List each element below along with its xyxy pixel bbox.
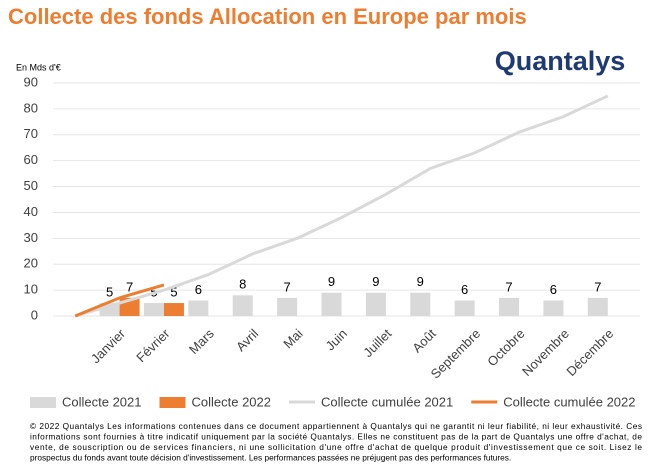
bar [587, 297, 608, 316]
x-tick-label: Avril [233, 326, 261, 354]
y-tick-label: 50 [24, 178, 38, 193]
y-tick-label: 10 [24, 282, 38, 297]
bar [365, 292, 386, 316]
y-tick-label: 80 [24, 100, 38, 115]
value-label: 9 [328, 274, 335, 289]
bar [499, 297, 520, 316]
footnote: vente, de souscription ou de services fi… [30, 442, 642, 452]
y-tick-label: 30 [24, 230, 38, 245]
bar [410, 292, 431, 316]
x-tick-label: Février [133, 325, 173, 365]
value-label: 6 [195, 282, 202, 297]
footnote: © 2022 Quantalys Les informations conten… [30, 421, 642, 431]
x-tick-label: Juin [323, 326, 350, 353]
bar [277, 297, 298, 316]
bar [163, 303, 184, 316]
legend-item: Collecte 2022 [159, 394, 272, 409]
value-label: 5 [106, 284, 113, 299]
x-tick-label: Août [409, 326, 439, 356]
value-label: 7 [126, 279, 133, 294]
bar [321, 292, 342, 316]
bar [232, 295, 253, 316]
chart-title: Collecte des fonds Allocation en Europe … [8, 4, 527, 29]
x-tick-label: Octobre [484, 326, 527, 369]
legend-label: Collecte cumulée 2022 [503, 394, 635, 409]
value-label: 5 [170, 284, 177, 299]
y-tick-label: 0 [31, 307, 38, 322]
line [74, 283, 165, 318]
bar [143, 303, 164, 316]
value-label: 6 [550, 282, 557, 297]
logo: Quantalys [495, 46, 626, 76]
bar [188, 300, 209, 316]
line [74, 94, 609, 318]
y-tick-label: 70 [24, 126, 38, 141]
legend-swatch [159, 397, 186, 408]
bar [543, 300, 564, 316]
value-label: 6 [461, 282, 468, 297]
value-label: 8 [239, 277, 246, 292]
value-label: 7 [505, 279, 512, 294]
x-tick-label: Novembre [519, 326, 572, 379]
y-tick-label: 40 [24, 204, 38, 219]
legend-item: Collecte cumulée 2022 [471, 394, 636, 409]
value-label: 7 [594, 279, 601, 294]
value-label: 9 [372, 274, 379, 289]
x-tick-label: Juillet [360, 326, 394, 360]
value-label: 9 [417, 274, 424, 289]
x-tick-label: Janvier [88, 325, 129, 366]
x-tick-label: Décembre [563, 326, 616, 379]
y-tick-label: 20 [24, 256, 38, 271]
y-tick-label: 60 [24, 152, 38, 167]
y-axis-label: En Mds d'€ [16, 62, 61, 72]
bar [454, 300, 475, 316]
y-tick-label: 90 [24, 74, 38, 89]
legend-item: Collecte cumulée 2021 [289, 394, 453, 409]
legend-swatch [30, 397, 56, 408]
x-tick-label: Mai [280, 326, 305, 351]
legend-item: Collecte 2021 [30, 394, 142, 409]
legend-label: Collecte 2021 [62, 394, 142, 409]
value-label: 7 [283, 279, 290, 294]
footnote: informations sont fournies à titre indic… [30, 432, 642, 442]
x-tick-label: Mars [186, 326, 217, 357]
footnote: prospectus du fonds avant toute décision… [30, 453, 511, 463]
legend-label: Collecte cumulée 2021 [321, 394, 453, 409]
legend-label: Collecte 2022 [192, 394, 272, 409]
